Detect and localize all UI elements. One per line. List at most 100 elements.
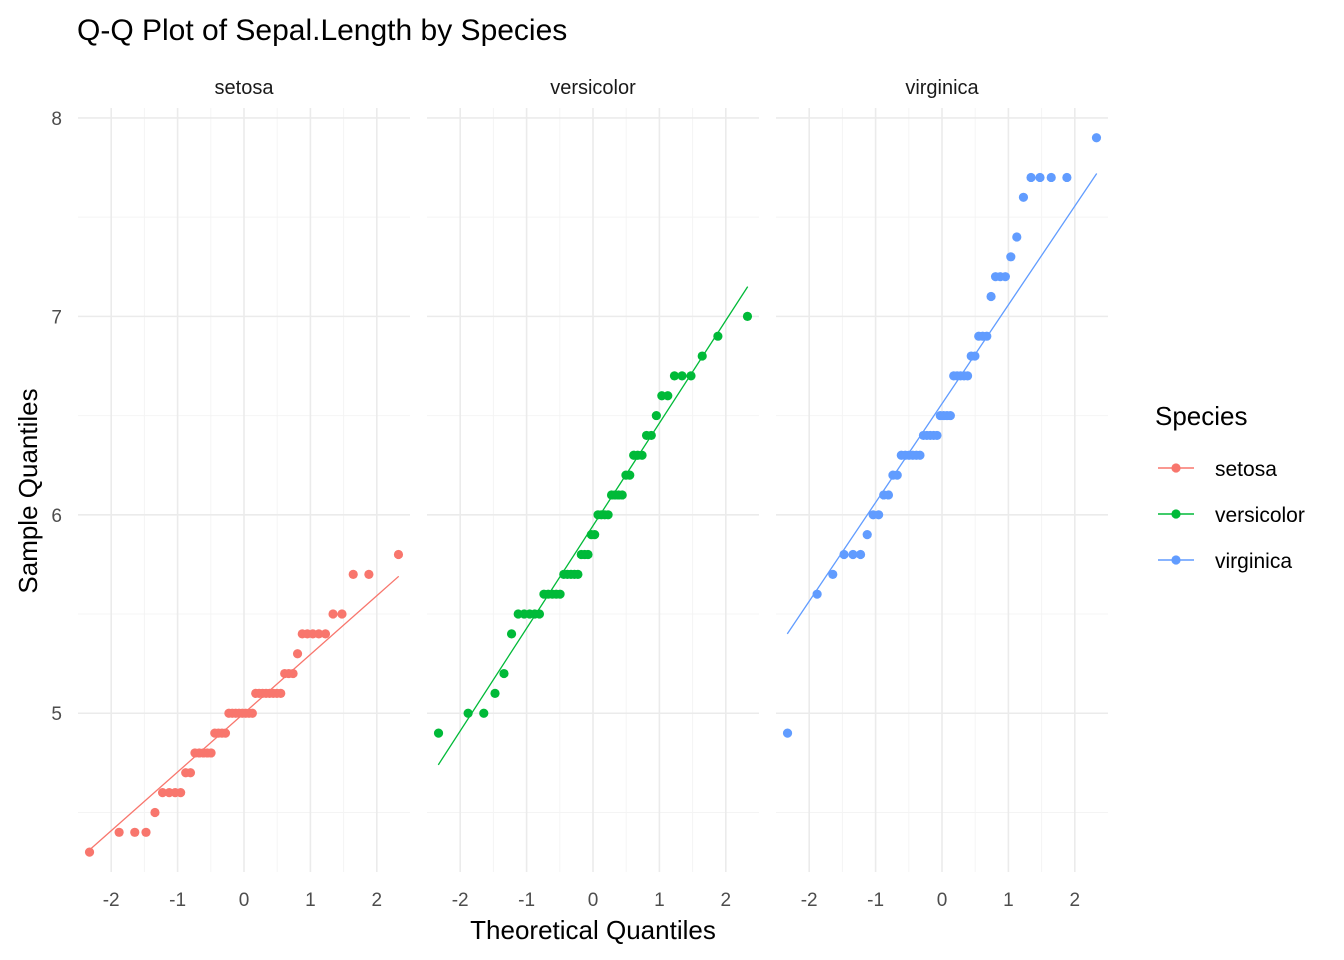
data-point-versicolor: [669, 371, 680, 381]
data-point-setosa: [114, 827, 124, 837]
data-point-virginica: [1062, 172, 1072, 183]
x-tick-label: 2: [372, 890, 383, 911]
data-point-versicolor: [625, 470, 635, 480]
data-point-virginica: [962, 371, 973, 381]
x-tick-label: -1: [867, 890, 884, 911]
x-tick-label: 2: [721, 890, 732, 911]
facet-label-versicolor: versicolor: [550, 77, 636, 99]
y-tick-label: 5: [51, 704, 62, 725]
data-point-versicolor: [499, 668, 509, 679]
data-point-virginica: [812, 589, 822, 599]
x-tick-label: -1: [518, 890, 535, 911]
data-point-versicolor: [617, 490, 627, 500]
qq-reference-line-virginica: [786, 173, 1098, 635]
data-point-virginica: [874, 510, 884, 520]
data-point-setosa: [288, 668, 298, 679]
data-point-setosa: [328, 609, 338, 619]
data-point-virginica: [1046, 172, 1056, 183]
data-point-setosa: [185, 768, 196, 778]
x-tick-label: 0: [588, 890, 599, 911]
data-point-virginica: [1000, 272, 1010, 282]
legend-key-point: [1171, 555, 1181, 565]
data-point-setosa: [364, 569, 374, 579]
data-point-versicolor: [463, 708, 473, 718]
data-point-virginica: [986, 291, 996, 302]
data-point-virginica: [1035, 172, 1045, 183]
y-tick-label: 8: [51, 109, 62, 130]
data-point-versicolor: [742, 311, 753, 321]
data-point-setosa: [337, 609, 347, 619]
data-point-setosa: [130, 827, 140, 837]
data-point-virginica: [982, 331, 992, 341]
data-point-versicolor: [637, 450, 647, 460]
data-point-versicolor: [686, 371, 696, 381]
x-axis-title: Theoretical Quantiles: [470, 915, 716, 945]
data-point-versicolor: [583, 549, 593, 560]
legend-item-setosa: setosa: [1158, 458, 1277, 481]
data-point-setosa: [157, 788, 168, 798]
data-point-versicolor: [663, 391, 673, 401]
data-point-setosa: [276, 688, 286, 699]
x-tick-label: -2: [452, 890, 469, 911]
data-point-versicolor: [534, 609, 545, 619]
y-tick-label: 7: [51, 307, 62, 328]
data-point-setosa: [141, 827, 151, 837]
x-tick-label: 0: [239, 890, 250, 911]
data-point-setosa: [314, 629, 324, 639]
data-point-versicolor: [433, 728, 444, 738]
x-tick-label: -2: [801, 890, 818, 911]
data-point-versicolor: [603, 510, 613, 520]
data-point-virginica: [1012, 232, 1022, 242]
data-point-virginica: [915, 450, 925, 460]
data-point-setosa: [220, 728, 231, 738]
data-point-setosa: [206, 748, 216, 758]
facet-label-setosa: setosa: [215, 77, 275, 99]
data-point-virginica: [828, 569, 838, 579]
x-tick-label: 0: [937, 890, 948, 911]
x-tick-label: 2: [1070, 890, 1081, 911]
panel-versicolor: versicolor -2 -1 0 1 2: [427, 77, 759, 911]
data-point-virginica: [782, 728, 793, 738]
data-point-versicolor: [490, 688, 500, 699]
x-tick-label: 1: [1003, 890, 1014, 911]
data-point-versicolor: [590, 530, 600, 540]
data-point-versicolor: [713, 331, 723, 341]
data-point-setosa: [320, 629, 331, 639]
data-point-virginica: [1006, 252, 1016, 262]
x-tick-label: 1: [305, 890, 316, 911]
x-tick-label: -2: [103, 890, 120, 911]
facet-panels: setosa -2 -1 0 1 2 versicolor -2 -1 0 1 2 virginica -…: [78, 77, 1108, 911]
data-point-versicolor: [555, 589, 565, 599]
data-point-virginica: [945, 410, 955, 421]
x-tick-label: 1: [654, 890, 665, 911]
data-point-versicolor: [677, 371, 687, 381]
data-point-versicolor: [506, 629, 517, 639]
legend-key-point: [1171, 463, 1181, 473]
qq-reference-line-versicolor: [437, 286, 749, 766]
data-point-virginica: [1026, 172, 1036, 183]
data-point-setosa: [176, 788, 186, 798]
data-point-virginica: [1018, 192, 1029, 202]
x-tick-label: -1: [169, 890, 186, 911]
chart-title: Q-Q Plot of Sepal.Length by Species: [77, 14, 567, 47]
data-point-versicolor: [651, 410, 661, 421]
data-point-virginica: [970, 351, 980, 361]
data-point-versicolor: [697, 351, 707, 361]
legend-label: setosa: [1215, 458, 1277, 481]
data-point-virginica: [839, 549, 849, 560]
legend-title: Species: [1155, 401, 1248, 431]
legend-label: versicolor: [1215, 504, 1305, 527]
data-point-versicolor: [646, 430, 656, 441]
data-point-virginica: [848, 549, 858, 560]
data-point-versicolor: [479, 708, 489, 718]
data-point-virginica: [883, 490, 894, 500]
data-point-virginica: [1091, 133, 1102, 143]
legend: Species setosa versicolor virginica: [1155, 401, 1305, 573]
y-tick-label: 6: [51, 506, 62, 527]
data-point-virginica: [855, 549, 866, 560]
data-point-versicolor: [573, 569, 583, 579]
data-point-virginica: [862, 530, 872, 540]
facet-label-virginica: virginica: [905, 77, 979, 99]
data-point-setosa: [292, 649, 303, 659]
